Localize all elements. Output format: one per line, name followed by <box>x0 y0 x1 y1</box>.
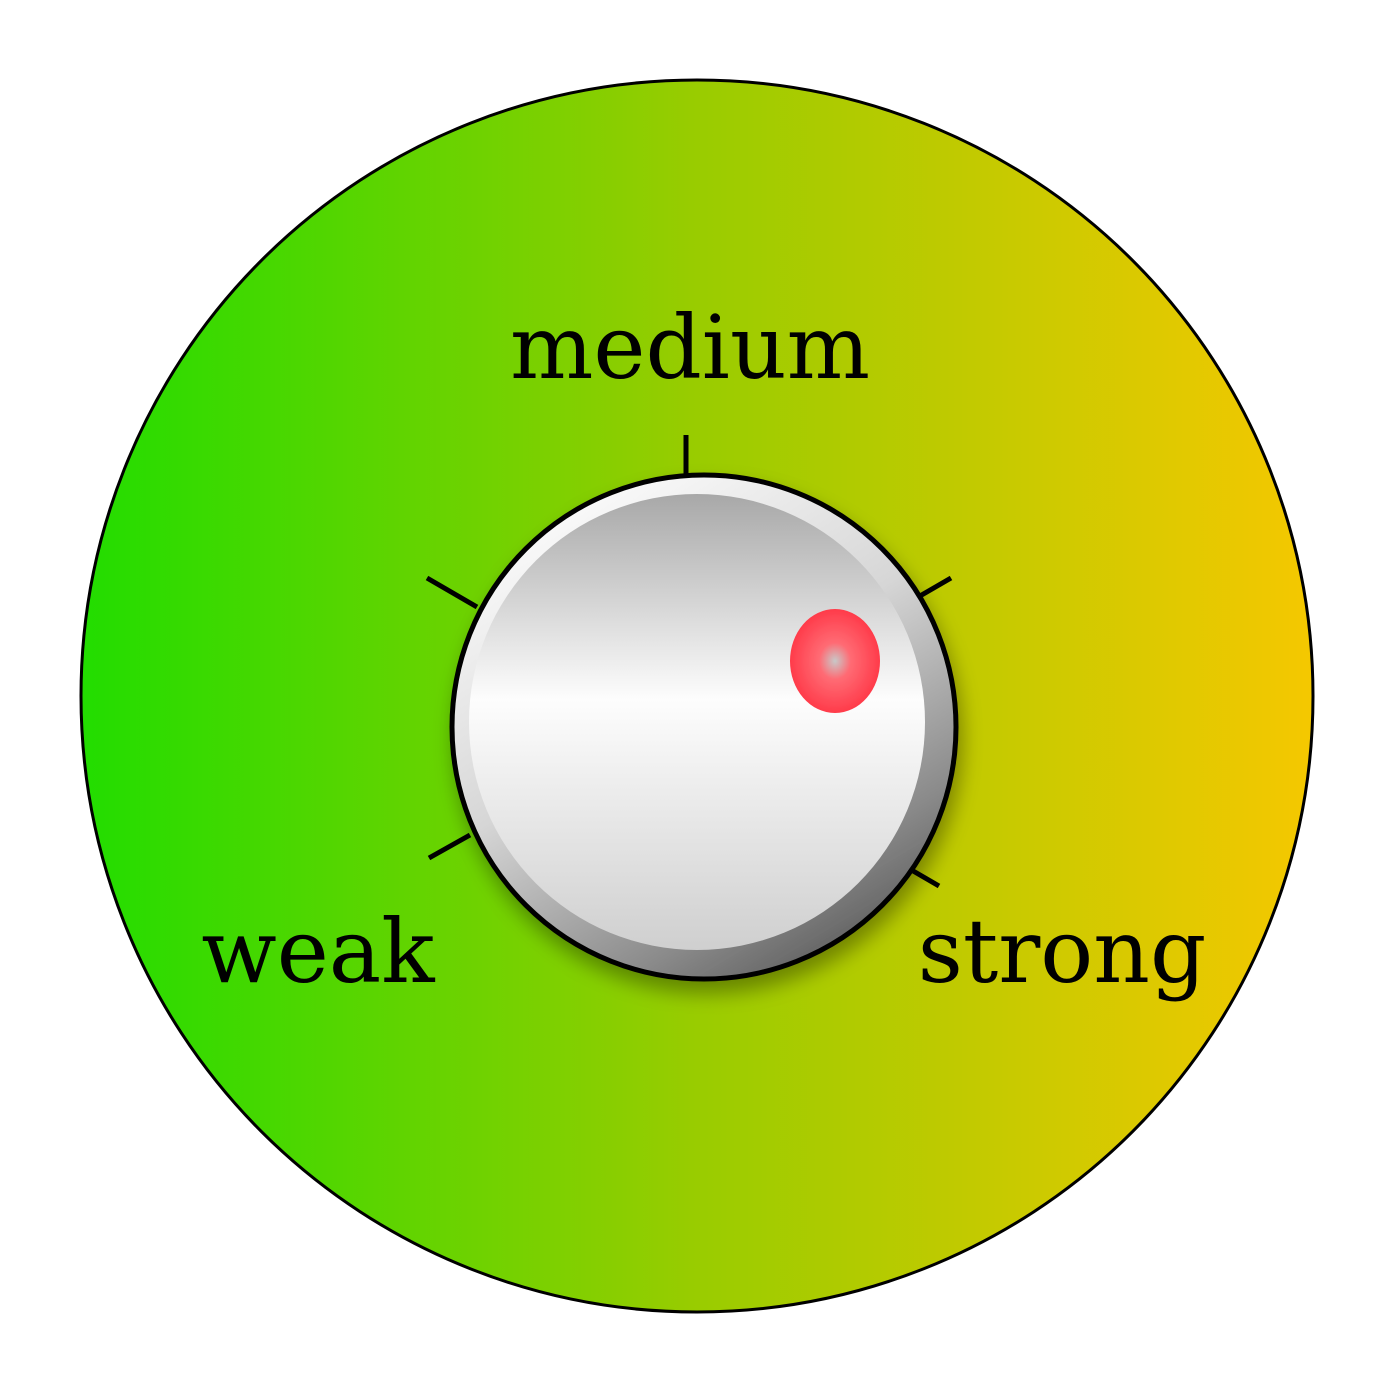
strength-knob[interactable] <box>449 472 959 982</box>
knob-indicator-dot <box>790 609 880 713</box>
label-medium: medium <box>510 296 870 399</box>
knob-face <box>469 494 925 950</box>
label-weak: weak <box>201 900 435 1003</box>
tick-mark-upper-left <box>425 575 479 610</box>
tick-mark-weak <box>427 832 472 861</box>
label-strong: strong <box>918 900 1207 1003</box>
